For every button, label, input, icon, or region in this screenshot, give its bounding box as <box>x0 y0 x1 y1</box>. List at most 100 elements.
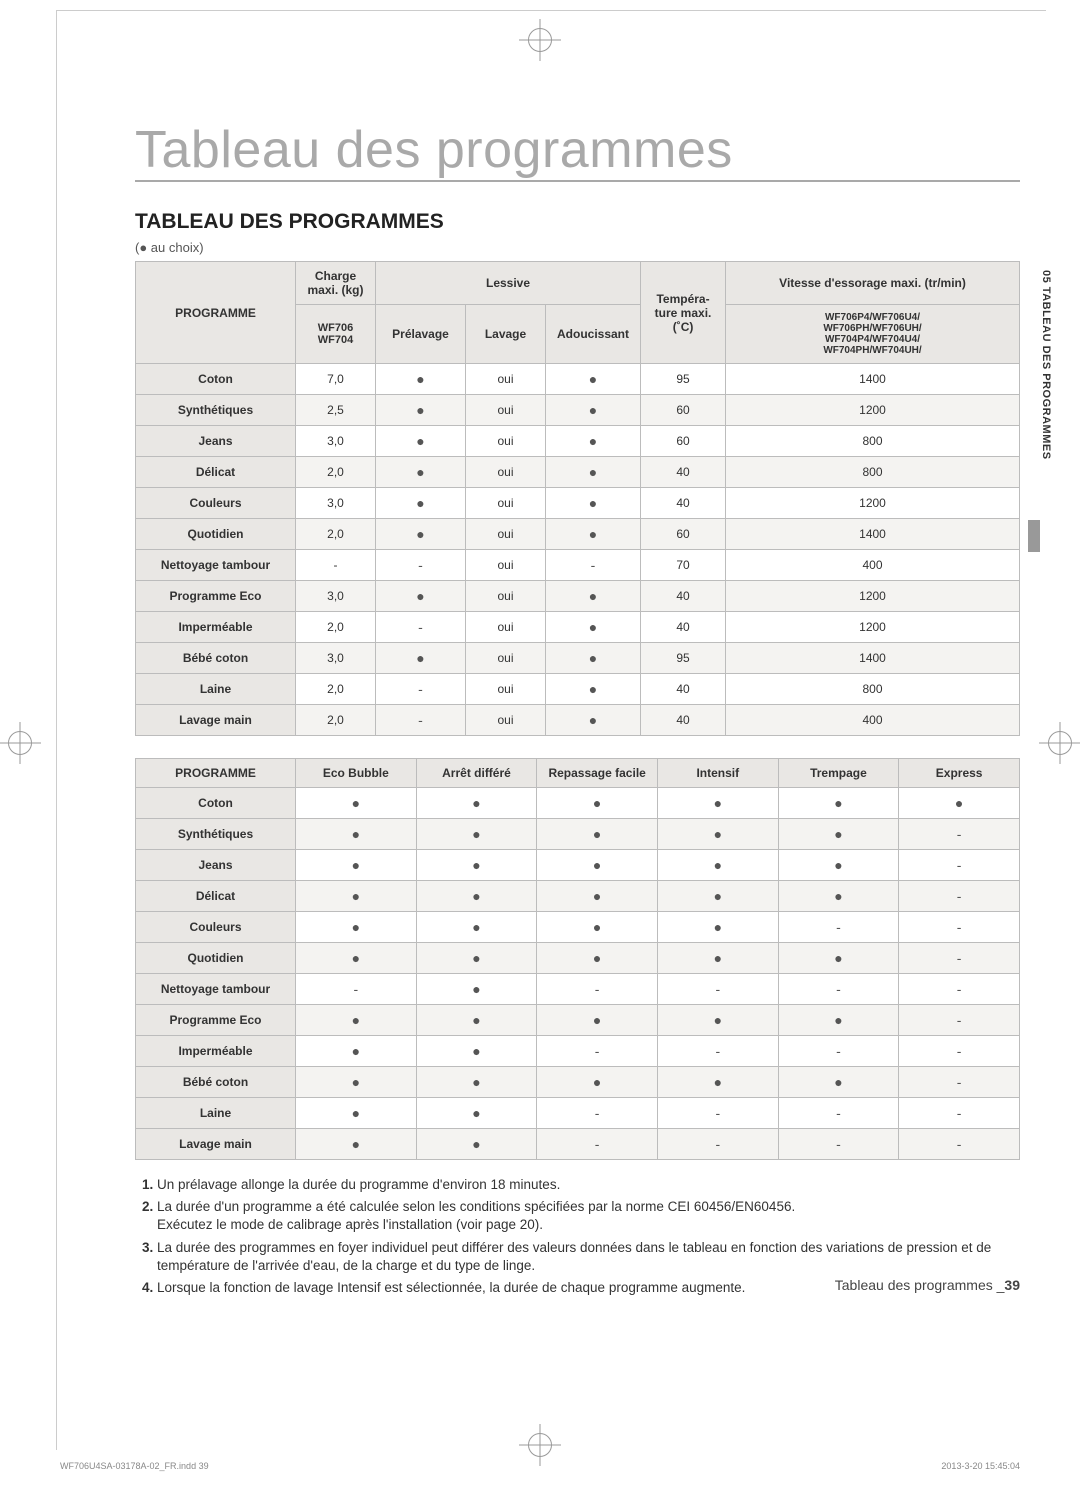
cell-option: - <box>899 1036 1020 1067</box>
cell-option: ● <box>416 943 537 974</box>
cell-option: ● <box>416 850 537 881</box>
cell-adoucissant: ● <box>546 395 641 426</box>
cell-option: ● <box>899 788 1020 819</box>
cell-adoucissant: ● <box>546 519 641 550</box>
cell-option: ● <box>416 1129 537 1160</box>
cell-vitesse: 400 <box>726 550 1020 581</box>
cell-option: ● <box>537 912 658 943</box>
cell-temp: 40 <box>641 612 726 643</box>
cell-adoucissant: ● <box>546 674 641 705</box>
cell-adoucissant: ● <box>546 488 641 519</box>
cell-charge: 2,0 <box>296 705 376 736</box>
cell-option: - <box>778 1129 899 1160</box>
legend-text: (● au choix) <box>135 240 1020 255</box>
cell-prelavage: - <box>376 705 466 736</box>
cell-temp: 60 <box>641 519 726 550</box>
footer-date: 2013-3-20 15:45:04 <box>941 1461 1020 1471</box>
cell-option: - <box>899 912 1020 943</box>
cell-option: ● <box>416 1005 537 1036</box>
cell-option: ● <box>778 788 899 819</box>
cell-charge: - <box>296 550 376 581</box>
cell-option: - <box>899 1067 1020 1098</box>
cell-option: ● <box>537 788 658 819</box>
table-row-header: Coton <box>136 364 296 395</box>
cell-option: ● <box>657 1067 778 1098</box>
cell-temp: 60 <box>641 426 726 457</box>
side-tab-bar <box>1028 520 1040 552</box>
cell-option: - <box>537 1036 658 1067</box>
table-row-header: Quotidien <box>136 943 296 974</box>
cell-lavage: oui <box>466 426 546 457</box>
cell-vitesse: 1400 <box>726 643 1020 674</box>
cell-option: ● <box>657 819 778 850</box>
cell-prelavage: - <box>376 550 466 581</box>
table-row-header: Quotidien <box>136 519 296 550</box>
table-row-header: Nettoyage tambour <box>136 550 296 581</box>
cell-adoucissant: ● <box>546 643 641 674</box>
cell-prelavage: ● <box>376 488 466 519</box>
cell-prelavage: ● <box>376 519 466 550</box>
cell-option: ● <box>778 1005 899 1036</box>
cell-adoucissant: ● <box>546 705 641 736</box>
table-row-header: Imperméable <box>136 612 296 643</box>
table-row-header: Laine <box>136 674 296 705</box>
cell-option: - <box>296 974 417 1005</box>
cell-prelavage: - <box>376 612 466 643</box>
th-vitesse-sub: WF706P4/WF706U4/ WF706PH/WF706UH/ WF704P… <box>726 305 1020 364</box>
table-row-header: Synthétiques <box>136 395 296 426</box>
cell-option: ● <box>416 881 537 912</box>
cell-option: - <box>657 1036 778 1067</box>
cell-lavage: oui <box>466 395 546 426</box>
cell-option: ● <box>296 1098 417 1129</box>
table-row-header: Imperméable <box>136 1036 296 1067</box>
cell-option: ● <box>537 943 658 974</box>
cell-vitesse: 1400 <box>726 364 1020 395</box>
th-lavage: Lavage <box>466 305 546 364</box>
cell-charge: 3,0 <box>296 643 376 674</box>
cell-option: ● <box>778 1067 899 1098</box>
cell-charge: 2,0 <box>296 674 376 705</box>
cell-prelavage: ● <box>376 581 466 612</box>
table-row-header: Laine <box>136 1098 296 1129</box>
cell-option: ● <box>296 881 417 912</box>
table-row-header: Bébé coton <box>136 1067 296 1098</box>
cell-lavage: oui <box>466 519 546 550</box>
cell-option: ● <box>296 1129 417 1160</box>
cell-prelavage: - <box>376 674 466 705</box>
cell-temp: 40 <box>641 674 726 705</box>
cell-lavage: oui <box>466 643 546 674</box>
cell-temp: 40 <box>641 705 726 736</box>
side-tab-label: 05 TABLEAU DES PROGRAMMES <box>1040 270 1052 460</box>
page-footer: Tableau des programmes _39 <box>835 1277 1020 1293</box>
th-temp: Tempéra- ture maxi. (˚C) <box>641 262 726 364</box>
cell-option: ● <box>657 912 778 943</box>
table-row-header: Jeans <box>136 850 296 881</box>
cell-adoucissant: ● <box>546 581 641 612</box>
note-item: La durée des programmes en foyer individ… <box>157 1239 1020 1275</box>
th-charge-sub: WF706 WF704 <box>296 305 376 364</box>
th2-arret: Arrêt différé <box>416 759 537 788</box>
table-row-header: Délicat <box>136 881 296 912</box>
cell-vitesse: 1200 <box>726 488 1020 519</box>
table-row-header: Nettoyage tambour <box>136 974 296 1005</box>
cell-prelavage: ● <box>376 395 466 426</box>
cell-option: ● <box>778 819 899 850</box>
cell-option: ● <box>537 1005 658 1036</box>
cell-option: ● <box>657 1005 778 1036</box>
th-adoucissant: Adoucissant <box>546 305 641 364</box>
cell-option: ● <box>657 788 778 819</box>
cell-option: - <box>899 1005 1020 1036</box>
cell-charge: 2,0 <box>296 519 376 550</box>
cell-lavage: oui <box>466 612 546 643</box>
cell-charge: 2,0 <box>296 612 376 643</box>
cell-charge: 3,0 <box>296 488 376 519</box>
cell-option: ● <box>296 943 417 974</box>
cell-option: - <box>899 881 1020 912</box>
cell-option: - <box>657 1098 778 1129</box>
cell-lavage: oui <box>466 457 546 488</box>
cell-option: ● <box>657 943 778 974</box>
cell-lavage: oui <box>466 705 546 736</box>
cell-option: - <box>778 1098 899 1129</box>
programme-table-2: PROGRAMME Eco Bubble Arrêt différé Repas… <box>135 758 1020 1160</box>
cell-vitesse: 1200 <box>726 395 1020 426</box>
